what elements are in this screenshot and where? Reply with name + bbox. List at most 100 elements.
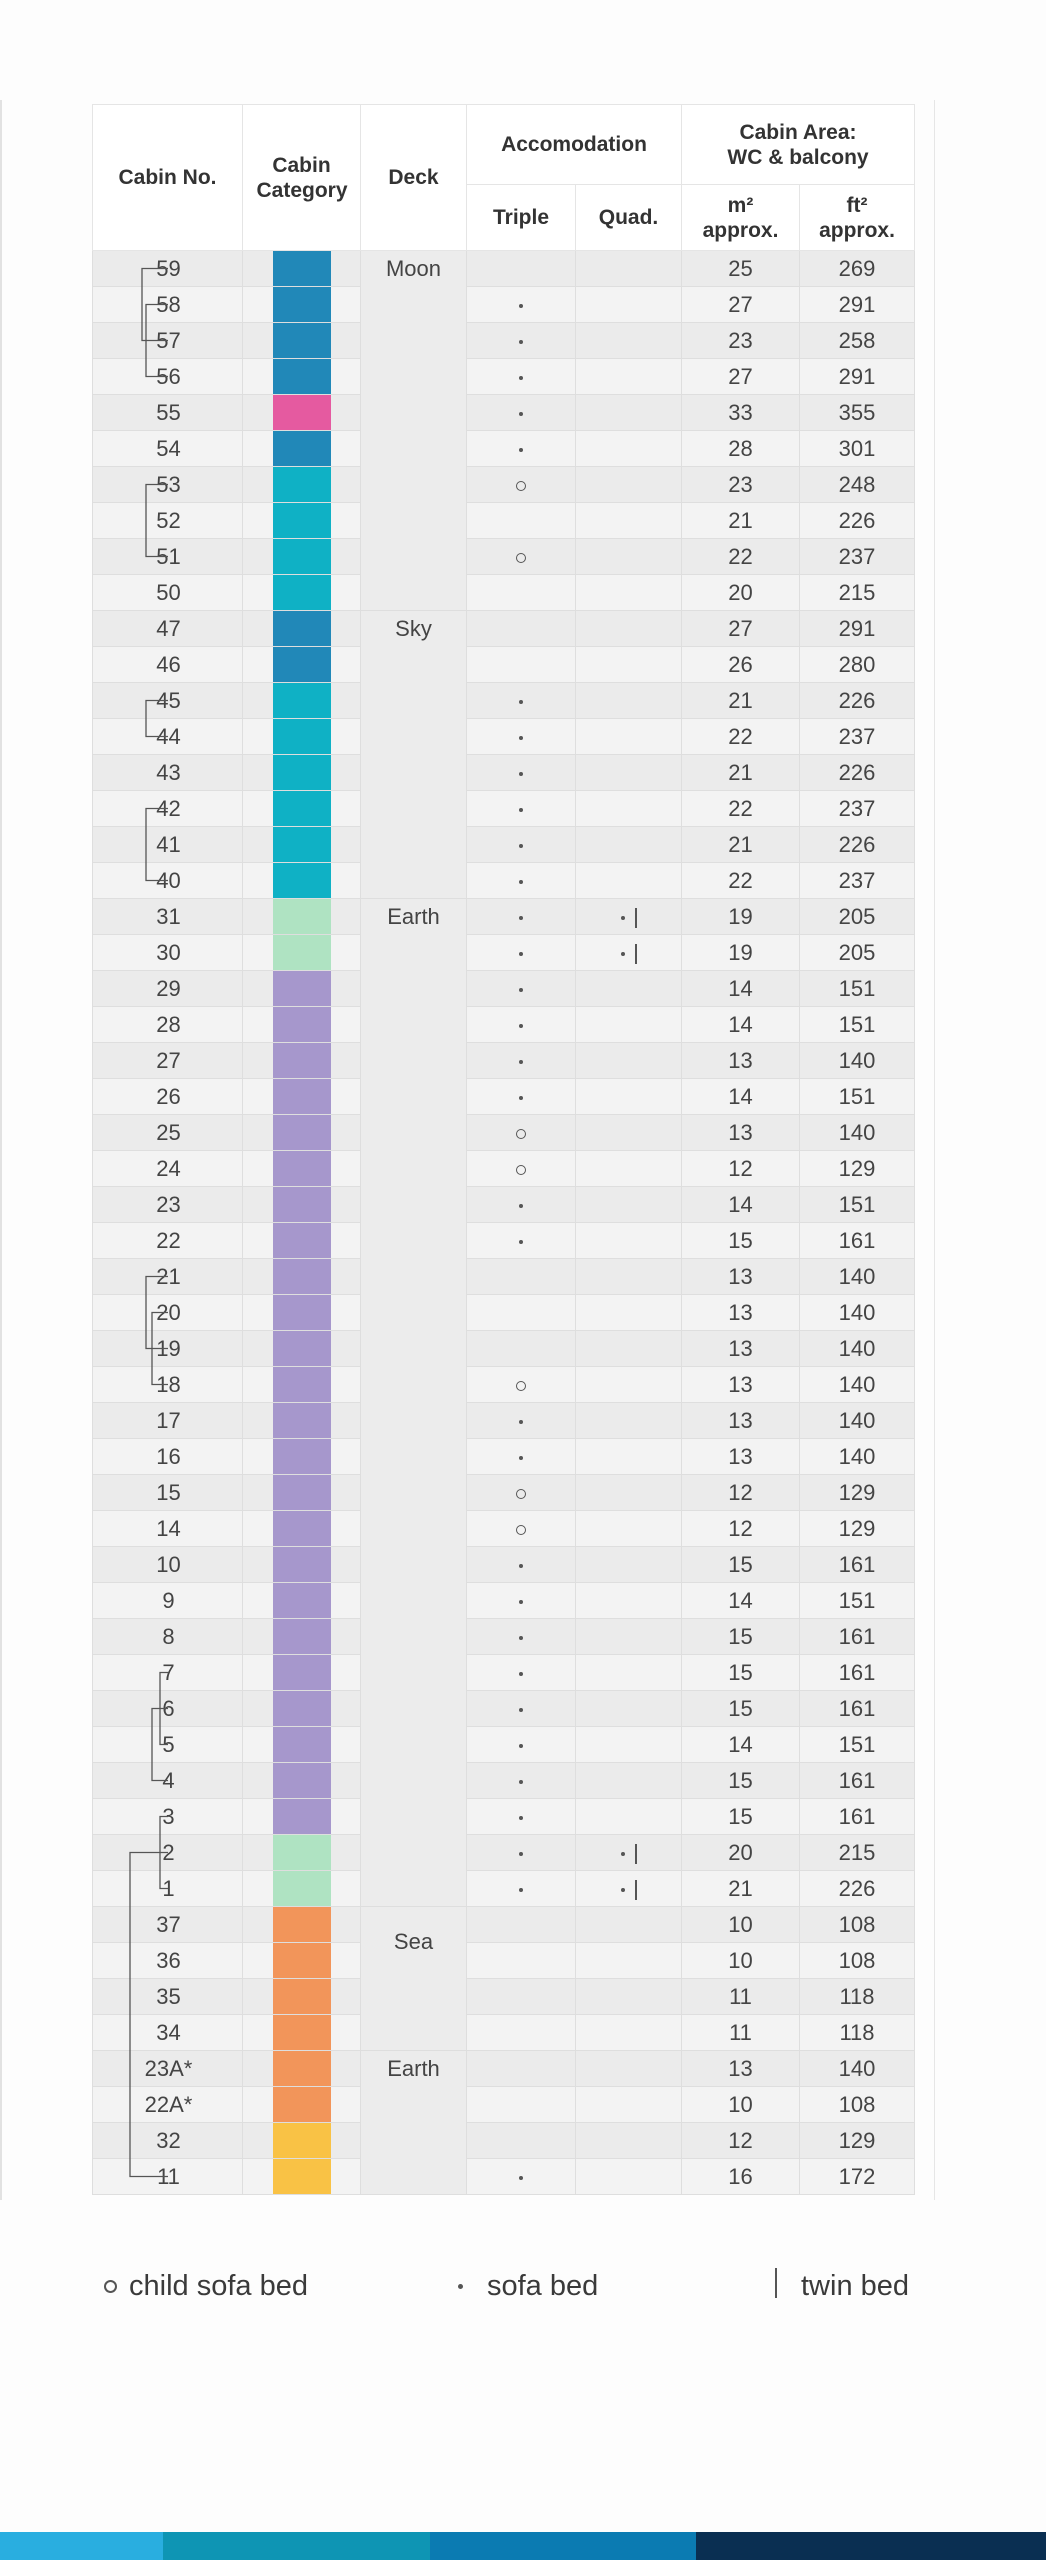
category-color-swatch — [272, 899, 331, 934]
sofa-bed-icon — [519, 879, 523, 884]
child-sofa-bed-icon — [516, 480, 526, 491]
quad-cell — [575, 1870, 682, 1907]
triple-cell — [466, 718, 576, 755]
header-ft2: ft² approx. — [799, 184, 915, 251]
cabin-category-cell — [242, 1114, 361, 1151]
quad-cell — [575, 502, 682, 539]
category-color-swatch — [272, 1871, 331, 1906]
cabin-category-cell — [242, 1042, 361, 1079]
deck-cell: Earth — [360, 2050, 467, 2195]
category-color-swatch — [272, 395, 331, 430]
cabin-number-cell: 59 — [92, 250, 243, 287]
quad-cell — [575, 790, 682, 827]
cabin-number: 58 — [156, 291, 181, 317]
cabin-category-cell — [242, 2158, 361, 2195]
area-ft2-cell: 140 — [799, 2050, 915, 2087]
category-color-swatch — [272, 431, 331, 466]
deck-cell: Earth — [360, 898, 467, 1907]
area-m2-cell: 11 — [681, 1978, 800, 2015]
table-row: 44 22 237 — [92, 718, 915, 755]
table-row: 55 33 355 — [92, 394, 915, 431]
sofa-bed-icon — [519, 1635, 523, 1640]
category-color-swatch — [272, 1979, 331, 2014]
triple-cell — [466, 1474, 576, 1511]
cabin-category-cell — [242, 1438, 361, 1475]
cabin-number-cell: 54 — [92, 430, 243, 467]
quad-cell — [575, 1762, 682, 1799]
triple-cell — [466, 610, 576, 647]
cabin-number-cell: 44 — [92, 718, 243, 755]
twin-bed-icon — [634, 943, 637, 964]
area-m2-cell: 26 — [681, 646, 800, 683]
category-color-swatch — [272, 323, 331, 358]
cabin-category-cell — [242, 898, 361, 935]
category-color-swatch — [272, 1079, 331, 1114]
sofa-bed-icon — [519, 771, 523, 776]
cabin-number-cell: 53 — [92, 466, 243, 503]
area-m2-cell: 20 — [681, 574, 800, 611]
area-m2-cell: 15 — [681, 1798, 800, 1835]
footer-color-bar — [0, 2532, 1046, 2560]
cabin-number: 2 — [162, 1839, 175, 1865]
sofa-bed-icon — [519, 1563, 523, 1568]
header-ft2-unit: ft² — [846, 193, 868, 217]
triple-cell — [466, 1294, 576, 1331]
area-m2-cell: 14 — [681, 1582, 800, 1619]
table-row: 28 14 151 — [92, 1006, 915, 1043]
cabin-category-cell — [242, 1474, 361, 1511]
area-ft2-cell: 129 — [799, 1474, 915, 1511]
area-ft2-cell: 151 — [799, 1582, 915, 1619]
cabin-category-cell — [242, 1762, 361, 1799]
area-m2-cell: 21 — [681, 826, 800, 863]
area-m2-cell: 28 — [681, 430, 800, 467]
quad-cell — [575, 250, 682, 287]
category-color-swatch — [272, 539, 331, 574]
quad-cell — [575, 934, 682, 971]
cabin-number-cell: 24 — [92, 1150, 243, 1187]
area-m2-cell: 25 — [681, 250, 800, 287]
table-row: 10 15 161 — [92, 1546, 915, 1583]
triple-cell — [466, 1150, 576, 1187]
category-color-swatch — [272, 2051, 331, 2086]
footer-color-segment — [696, 2532, 1046, 2560]
table-row: 22 15 161 — [92, 1222, 915, 1259]
cabin-number-cell: 1 — [92, 1870, 243, 1907]
cabin-category-cell — [242, 286, 361, 323]
header-ft2-approx: approx. — [819, 218, 895, 242]
cabin-category-cell — [242, 1654, 361, 1691]
cabin-number-cell: 4 — [92, 1762, 243, 1799]
cabin-number-cell: 42 — [92, 790, 243, 827]
cabin-number: 27 — [156, 1047, 181, 1073]
quad-cell — [575, 646, 682, 683]
cabin-category-cell — [242, 682, 361, 719]
cabin-number-cell: 35 — [92, 1978, 243, 2015]
table-row: 26 14 151 — [92, 1078, 915, 1115]
cabin-number: 24 — [156, 1155, 181, 1181]
sofa-bed-icon — [519, 735, 523, 740]
cabin-number: 8 — [162, 1623, 175, 1649]
area-ft2-cell: 226 — [799, 754, 915, 791]
category-color-swatch — [272, 719, 331, 754]
cabin-number-cell: 32 — [92, 2122, 243, 2159]
table-row: 41 21 226 — [92, 826, 915, 863]
area-ft2-cell: 129 — [799, 2122, 915, 2159]
area-ft2-cell: 161 — [799, 1690, 915, 1727]
cabin-number: 6 — [162, 1695, 175, 1721]
sofa-bed-icon — [620, 915, 625, 920]
cabin-number-cell: 18 — [92, 1366, 243, 1403]
cabin-category-cell — [242, 322, 361, 359]
area-m2-cell: 27 — [681, 610, 800, 647]
footer-color-segment — [163, 2532, 430, 2560]
area-m2-cell: 12 — [681, 2122, 800, 2159]
category-color-swatch — [272, 755, 331, 790]
triple-cell — [466, 430, 576, 467]
table-row: 50 20 215 — [92, 574, 915, 611]
category-color-swatch — [272, 2159, 331, 2194]
category-color-swatch — [272, 1799, 331, 1834]
cabin-category-cell — [242, 250, 361, 287]
area-m2-cell: 15 — [681, 1546, 800, 1583]
header-m2-approx: approx. — [702, 218, 779, 242]
area-ft2-cell: 108 — [799, 2086, 915, 2123]
triple-cell — [466, 1978, 576, 2015]
quad-cell — [575, 970, 682, 1007]
